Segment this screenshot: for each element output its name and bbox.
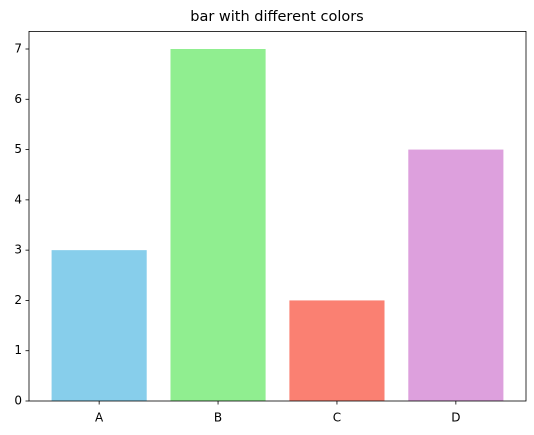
x-tick-label: D	[451, 411, 460, 425]
bar	[170, 49, 266, 401]
y-tick-label: 7	[14, 42, 22, 56]
y-tick-label: 2	[14, 293, 22, 307]
x-tick-label: C	[333, 411, 341, 425]
plot-frame	[28, 30, 527, 402]
y-tick-label: 4	[14, 192, 22, 206]
x-tick-label: A	[95, 411, 104, 425]
y-tick-label: 1	[14, 343, 22, 357]
y-tick-label: 5	[14, 142, 22, 156]
bar	[408, 149, 504, 401]
bar	[51, 250, 147, 401]
y-tick-label: 6	[14, 92, 22, 106]
y-tick-label: 0	[14, 394, 22, 408]
chart-title: bar with different colors	[190, 9, 363, 25]
bar	[289, 300, 385, 401]
x-tick-label: B	[214, 411, 222, 425]
y-tick-label: 3	[14, 243, 22, 257]
